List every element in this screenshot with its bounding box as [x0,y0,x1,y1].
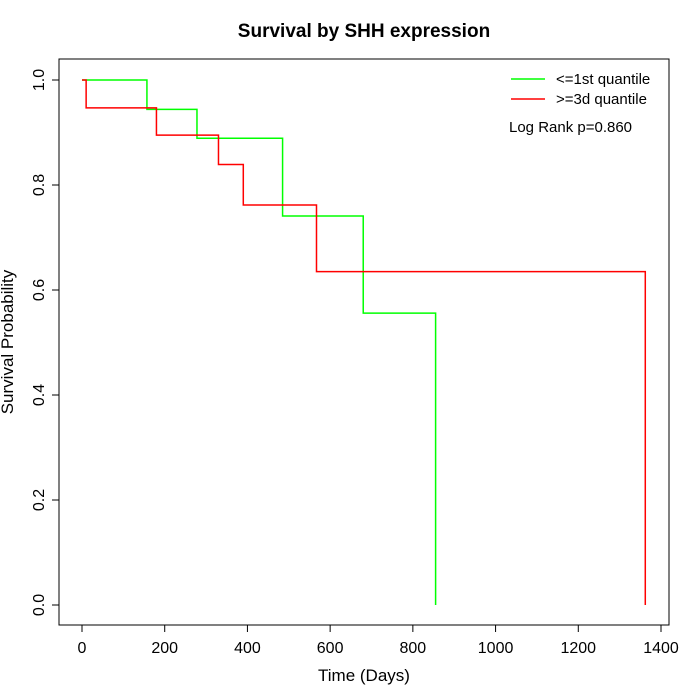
log-rank-annotation: Log Rank p=0.860 [509,119,632,136]
y-tick-label: 0.2 [31,489,48,511]
series-line-1 [82,79,437,605]
legend-label: <=1st quantile [556,71,650,88]
legend-label: >=3d quantile [556,91,647,108]
x-tick-label: 200 [151,640,178,657]
series-layer [82,79,647,605]
legend: <=1st quantile >=3d quantile [511,71,650,108]
x-axis-label: Time (Days) [318,666,410,685]
chart-title: Survival by SHH expression [238,21,490,42]
x-tick-label: 400 [234,640,261,657]
plot-frame [58,58,670,626]
y-tick-label: 0.8 [31,174,48,196]
y-tick-label: 1.0 [31,69,48,91]
y-axis: 0.0 0.2 0.4 0.6 0.8 1.0 [31,69,60,616]
y-tick-label: 0.4 [31,384,48,406]
x-tick-label: 1000 [478,640,514,657]
x-axis: 0 200 400 600 800 1000 1200 1400 [78,624,679,657]
x-tick-label: 0 [78,640,87,657]
x-tick-label: 1400 [643,640,679,657]
y-tick-label: 0.6 [31,279,48,301]
y-axis-label: Survival Probability [0,269,17,414]
y-tick-label: 0.0 [31,594,48,616]
x-tick-label: 600 [317,640,344,657]
x-tick-label: 1200 [560,640,596,657]
series-line-2 [82,79,647,605]
x-tick-label: 800 [400,640,427,657]
